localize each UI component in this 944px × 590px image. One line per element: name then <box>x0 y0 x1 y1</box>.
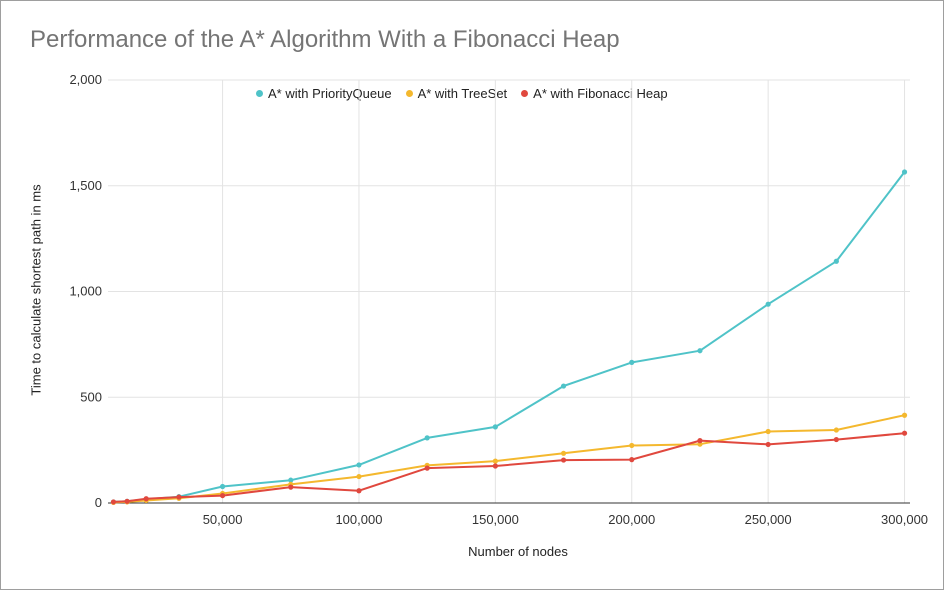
data-point-series-1 <box>697 441 703 447</box>
data-point-series-2 <box>288 484 294 490</box>
y-tick-label: 1,000 <box>69 284 102 299</box>
data-point-series-0 <box>288 477 294 483</box>
data-point-series-2 <box>697 438 703 444</box>
data-point-series-1 <box>833 427 839 433</box>
legend-label-treeset: A* with TreeSet <box>417 86 508 101</box>
data-point-series-2 <box>356 488 362 494</box>
data-point-series-0 <box>492 424 498 430</box>
data-point-series-2 <box>765 441 771 448</box>
legend-marker-fibonacci-heap <box>521 90 529 97</box>
data-point-series-2 <box>629 457 635 463</box>
y-tick-label: 0 <box>95 495 102 510</box>
data-point-series-2 <box>901 430 908 436</box>
y-tick-label: 1,500 <box>69 178 102 193</box>
series-line-1 <box>113 414 905 504</box>
data-point-series-1 <box>356 473 362 480</box>
legend-marker-priorityqueue <box>256 90 263 97</box>
x-tick-label: 100,000 <box>335 512 382 527</box>
legend-item-fibonacci-heap: A* with Fibonacci Heap <box>521 86 668 101</box>
x-axis-label: Number of nodes <box>468 544 568 559</box>
x-tick-label: 150,000 <box>472 512 519 527</box>
legend-marker-treeset <box>405 90 413 97</box>
data-point-series-2 <box>560 457 567 463</box>
data-point-series-0 <box>901 169 908 175</box>
x-tick-label: 250,000 <box>745 512 792 527</box>
data-point-series-1 <box>492 458 498 464</box>
y-tick-label: 2,000 <box>69 72 102 87</box>
data-point-series-2 <box>833 436 839 443</box>
data-point-series-0 <box>356 462 362 468</box>
data-point-series-0 <box>697 348 703 354</box>
data-point-series-2 <box>124 498 130 504</box>
legend-item-treeset: A* with TreeSet <box>405 86 508 101</box>
data-point-series-2 <box>424 465 430 471</box>
data-point-series-1 <box>901 412 908 418</box>
legend-item-priorityqueue: A* with PriorityQueue <box>256 86 392 101</box>
data-point-series-1 <box>560 450 567 456</box>
y-tick-label: 500 <box>80 389 102 404</box>
data-point-series-0 <box>424 435 430 441</box>
legend-label-fibonacci-heap: A* with Fibonacci Heap <box>533 86 668 101</box>
x-tick-label: 50,000 <box>203 512 243 527</box>
data-point-series-1 <box>629 442 635 449</box>
data-point-series-0 <box>833 258 839 264</box>
data-point-series-0 <box>765 301 771 307</box>
chart-title: Performance of the A* Algorithm With a F… <box>30 26 620 53</box>
data-point-series-0 <box>629 359 635 365</box>
data-point-series-0 <box>219 483 226 490</box>
x-tick-label: 300,000 <box>881 512 928 527</box>
data-point-series-1 <box>765 428 771 435</box>
legend: A* with PriorityQueue A* with TreeSet A*… <box>256 86 682 101</box>
data-point-series-2 <box>492 463 498 469</box>
series-line-0 <box>113 171 906 503</box>
data-point-series-0 <box>560 383 567 389</box>
x-tick-label: 200,000 <box>608 512 655 527</box>
data-point-series-2 <box>110 499 117 505</box>
legend-label-priorityqueue: A* with PriorityQueue <box>268 86 392 101</box>
data-point-series-2 <box>143 496 149 502</box>
data-point-series-2 <box>219 492 226 499</box>
data-point-series-2 <box>176 494 182 500</box>
